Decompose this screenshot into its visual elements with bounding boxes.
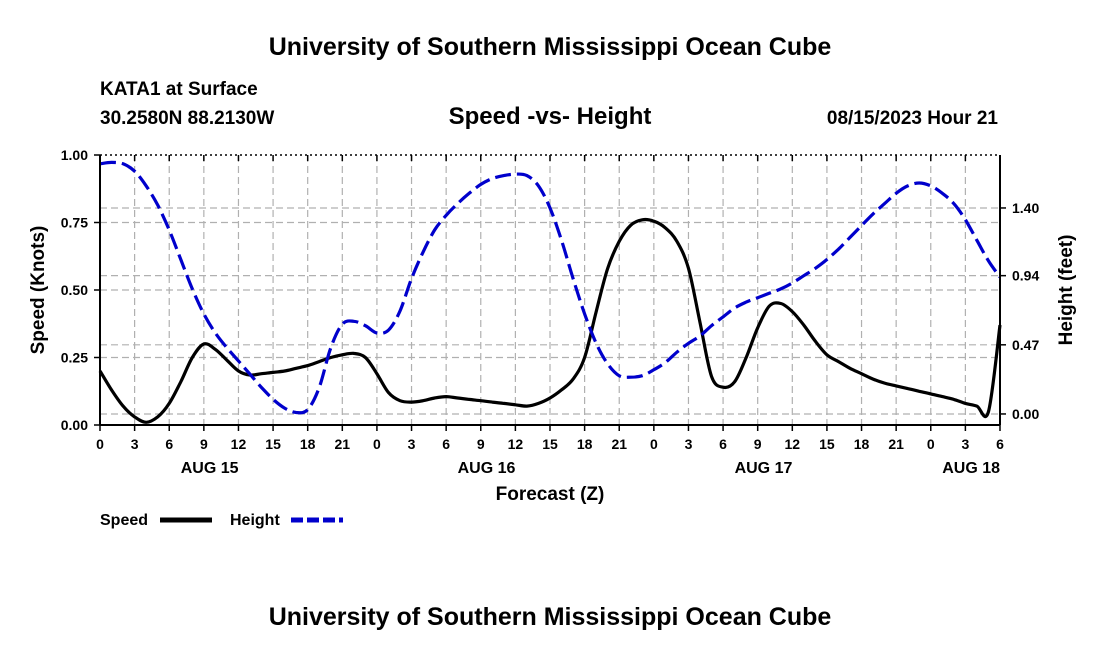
x-tick-label: 0: [650, 436, 658, 452]
x-tick-label: 15: [819, 436, 835, 452]
y-tick-label: 1.00: [61, 147, 88, 163]
chart-title: Speed -vs- Height: [449, 103, 652, 130]
y-axis-label: Speed (Knots): [28, 226, 49, 355]
y2-tick-label: 1.40: [1012, 200, 1039, 216]
series-layer: [98, 160, 1002, 424]
footer-title: University of Southern Mississippi Ocean…: [269, 603, 832, 631]
x-tick-label: 12: [231, 436, 247, 452]
y2-axis-label: Height (feet): [1056, 235, 1077, 346]
timestamp-label: 08/15/2023 Hour 21: [827, 108, 999, 129]
date-label: AUG 16: [458, 460, 516, 477]
x-tick-label: 3: [685, 436, 693, 452]
x-tick-label: 21: [611, 436, 627, 452]
grid-lines: [100, 154, 1000, 425]
legend-speed-label: Speed: [100, 512, 148, 529]
x-tick-label: 9: [477, 436, 485, 452]
y-tick-label: 0.00: [61, 417, 88, 433]
x-tick-label: 18: [854, 436, 870, 452]
date-labels: AUG 15 AUG 16 AUG 17 AUG 18: [181, 460, 1000, 477]
x-tick-label: 9: [200, 436, 208, 452]
y2-axis-ticks: 0.00 0.47 0.94 1.40: [1000, 200, 1039, 422]
legend: Speed Height: [100, 512, 343, 529]
x-tick-label: 6: [996, 436, 1004, 452]
x-axis-ticks: 0 3 6 9 12 15 18 21 0 3 6 9 12 15 18 21 0 3 6 9 12 15 18 21 0 3 6: [96, 155, 1004, 452]
x-tick-label: 6: [442, 436, 450, 452]
x-tick-label: 3: [961, 436, 969, 452]
x-tick-label: 15: [265, 436, 281, 452]
x-tick-label: 21: [888, 436, 904, 452]
page-title: University of Southern Mississippi Ocean…: [269, 33, 832, 61]
x-tick-label: 9: [754, 436, 762, 452]
coordinates-label: 30.2580N 88.2130W: [100, 108, 274, 129]
date-label: AUG 15: [181, 460, 239, 477]
series-height-line: [99, 160, 1002, 415]
x-tick-label: 6: [165, 436, 173, 452]
y2-tick-label: 0.47: [1012, 337, 1039, 353]
y2-tick-label: 0.94: [1012, 268, 1039, 284]
x-tick-label: 12: [508, 436, 524, 452]
x-tick-label: 18: [300, 436, 316, 452]
x-tick-label: 6: [719, 436, 727, 452]
x-tick-label: 3: [131, 436, 139, 452]
y-tick-label: 0.25: [61, 350, 88, 366]
legend-height-label: Height: [230, 512, 280, 529]
x-tick-label: 0: [96, 436, 104, 452]
y2-tick-label: 0.00: [1012, 406, 1039, 422]
x-tick-label: 12: [785, 436, 801, 452]
date-label: AUG 17: [735, 460, 793, 477]
x-tick-label: 15: [542, 436, 558, 452]
x-tick-label: 18: [577, 436, 593, 452]
x-tick-label: 3: [408, 436, 416, 452]
x-axis-label: Forecast (Z): [496, 484, 605, 505]
y-tick-label: 0.50: [61, 282, 88, 298]
x-tick-label: 0: [373, 436, 381, 452]
date-label: AUG 18: [942, 460, 1000, 477]
x-tick-label: 0: [927, 436, 935, 452]
y-tick-label: 0.75: [61, 215, 88, 231]
station-label: KATA1 at Surface: [100, 79, 258, 100]
y-axis-ticks: 0.00 0.25 0.50 0.75 1.00: [61, 147, 100, 433]
x-tick-label: 21: [335, 436, 351, 452]
